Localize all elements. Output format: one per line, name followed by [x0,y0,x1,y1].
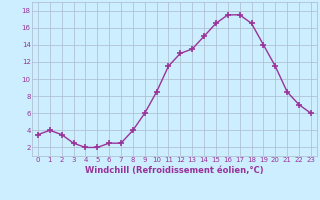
X-axis label: Windchill (Refroidissement éolien,°C): Windchill (Refroidissement éolien,°C) [85,166,264,175]
